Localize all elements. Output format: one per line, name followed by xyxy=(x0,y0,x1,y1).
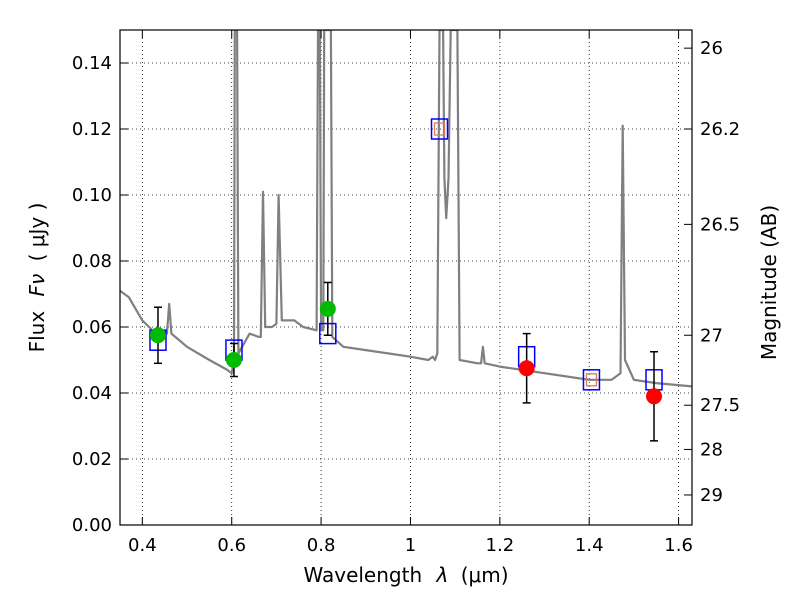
y2-tick-label: 27.5 xyxy=(700,395,740,416)
observed-flux-point xyxy=(518,360,535,377)
x-axis-label: Wavelength λ (μm) xyxy=(303,563,508,587)
plot-layer xyxy=(120,30,692,442)
model-spectrum-line xyxy=(120,30,692,388)
y2-tick-label: 26 xyxy=(700,38,723,59)
x-axis-label-symbol: λ xyxy=(436,563,449,587)
x-tick-label: 1.6 xyxy=(664,535,693,556)
y2-axis-label: Magnitude (AB) xyxy=(757,205,781,360)
y-tick-label: 0.04 xyxy=(72,383,112,404)
plot-frame xyxy=(119,29,693,526)
observed-flux-point xyxy=(646,388,663,405)
model-band-inner-square xyxy=(585,373,598,387)
grid-layer xyxy=(120,30,692,526)
y2-tick-label: 26.5 xyxy=(700,214,740,235)
x-tick-label: 1.4 xyxy=(575,535,604,556)
x-tick-label: 1 xyxy=(405,535,416,556)
y-axis-label-text: Flux xyxy=(25,311,49,353)
observed-flux-point xyxy=(149,327,166,344)
tick-layer: 0.4 0.6 0.8 1 1.2 1.4 1.6 0.00 0.02 0.04 0.06 0.08 0… xyxy=(72,30,740,556)
y-tick-label: 0.02 xyxy=(72,449,112,470)
x-axis-label-text: Wavelength xyxy=(303,563,422,587)
model-band-square xyxy=(430,118,449,140)
model-band-inner-square xyxy=(433,122,446,136)
x-axis-label-unit: (μm) xyxy=(461,563,509,587)
y-tick-label: 0.00 xyxy=(72,515,112,536)
y-tick-label: 0.14 xyxy=(72,53,112,74)
y-tick-label: 0.10 xyxy=(72,185,112,206)
y-axis-label-unit: ( μJy ) xyxy=(25,203,49,262)
y-axis-label: Flux Fν ( μJy ) xyxy=(25,203,49,353)
observed-flux-point xyxy=(225,352,242,368)
model-band-square xyxy=(582,369,601,391)
y2-tick-label: 28 xyxy=(700,439,723,460)
y-tick-label: 0.12 xyxy=(72,119,112,140)
y2-tick-label: 26.2 xyxy=(700,119,740,140)
x-tick-label: 1.2 xyxy=(486,535,515,556)
y2-tick-label: 29 xyxy=(700,485,723,506)
x-tick-label: 0.8 xyxy=(307,535,336,556)
observed-flux-point xyxy=(319,300,336,317)
y-axis-label-symbol: Fν xyxy=(25,274,49,297)
y2-tick-label: 27 xyxy=(700,325,723,346)
y-tick-label: 0.08 xyxy=(72,251,112,272)
y-tick-label: 0.06 xyxy=(72,317,112,338)
x-tick-label: 0.6 xyxy=(217,535,246,556)
x-tick-label: 0.4 xyxy=(128,535,157,556)
